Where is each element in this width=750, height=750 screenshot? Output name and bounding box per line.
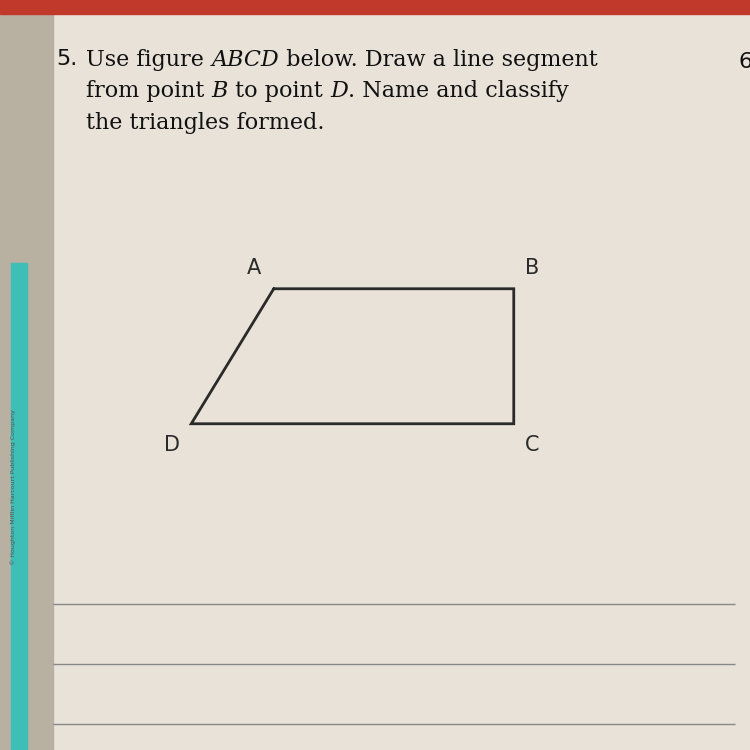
Text: © Houghton Mifflin Harcourt Publishing Company: © Houghton Mifflin Harcourt Publishing C… xyxy=(10,410,16,566)
Text: C: C xyxy=(525,435,539,455)
Bar xyxy=(0,0,750,13)
Text: ABCD: ABCD xyxy=(211,49,279,70)
Text: D: D xyxy=(330,80,348,102)
Text: from point: from point xyxy=(86,80,212,102)
Text: A: A xyxy=(247,257,261,278)
Bar xyxy=(0,0,53,750)
Text: B: B xyxy=(211,80,228,102)
Text: to point: to point xyxy=(228,80,330,102)
Bar xyxy=(10,262,27,750)
Text: 5.: 5. xyxy=(56,49,77,69)
Text: D: D xyxy=(164,435,180,455)
Text: below. Draw a line segment: below. Draw a line segment xyxy=(279,49,598,70)
Text: the triangles formed.: the triangles formed. xyxy=(86,112,325,134)
Text: Use figure: Use figure xyxy=(86,49,212,70)
Text: B: B xyxy=(525,257,539,278)
Text: . Name and classify: . Name and classify xyxy=(348,80,568,102)
Text: 6: 6 xyxy=(739,53,750,73)
